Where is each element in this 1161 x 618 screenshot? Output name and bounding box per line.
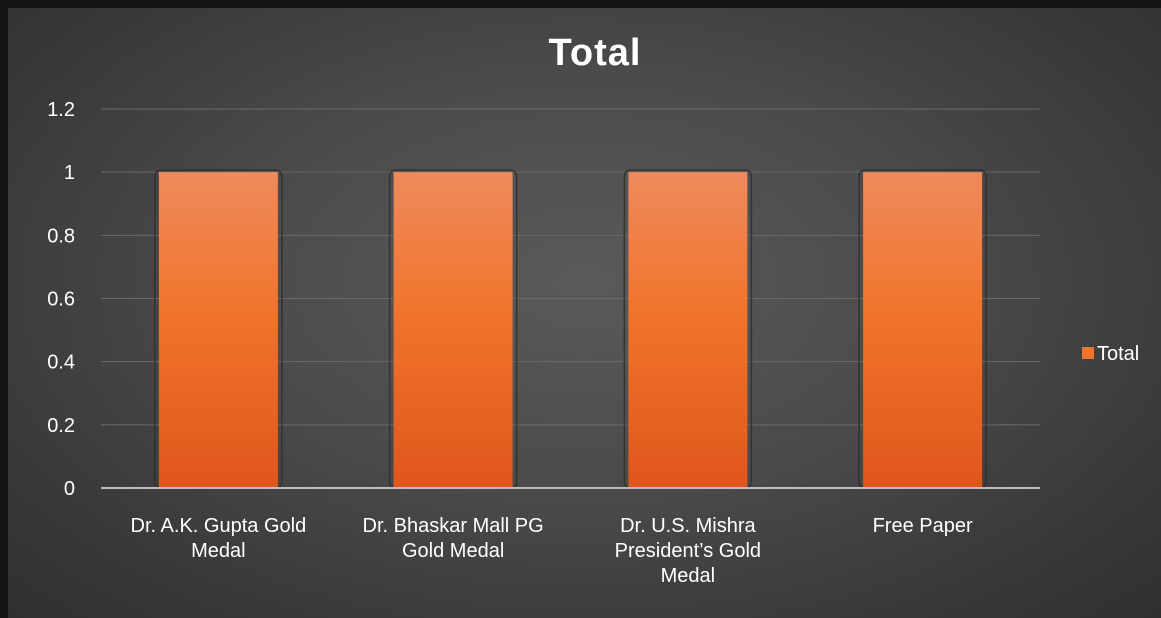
bars — [154, 169, 987, 489]
y-tick-label: 0.8 — [47, 225, 75, 247]
y-tick-label: 1 — [64, 162, 75, 184]
bar-chart: Total 0 0.2 0.4 0.6 0.8 1 1.2 Dr. A.K. Gupta G… — [47, 32, 1139, 587]
bar — [628, 172, 748, 488]
x-axis-categories: Dr. A.K. Gupta Gold Medal Dr. Bhaskar Mall… — [131, 515, 973, 587]
x-category-label: Free Paper — [873, 515, 973, 537]
x-category-label: Dr. Bhaskar Mall PG Gold Medal — [363, 515, 544, 562]
y-tick-label: 0.4 — [47, 352, 75, 374]
y-tick-label: 0 — [64, 478, 75, 500]
legend-swatch-total — [1082, 347, 1094, 359]
x-category-label: Dr. U.S. Mishra President’s Gold Medal — [615, 515, 761, 587]
y-tick-label: 0.6 — [47, 289, 75, 311]
chart-title: Total — [549, 32, 642, 74]
bar — [863, 172, 983, 488]
y-tick-label: 1.2 — [47, 99, 75, 121]
x-category-label: Dr. A.K. Gupta Gold Medal — [131, 515, 307, 562]
y-tick-label: 0.2 — [47, 415, 75, 437]
bar — [158, 172, 278, 488]
bar — [393, 172, 513, 488]
y-axis-ticks: 0 0.2 0.4 0.6 0.8 1 1.2 — [47, 99, 75, 500]
legend: Total — [1082, 343, 1139, 365]
chart-area: Total 0 0.2 0.4 0.6 0.8 1 1.2 Dr. A.K. Gupta G… — [8, 8, 1161, 618]
legend-label-total: Total — [1097, 343, 1139, 365]
